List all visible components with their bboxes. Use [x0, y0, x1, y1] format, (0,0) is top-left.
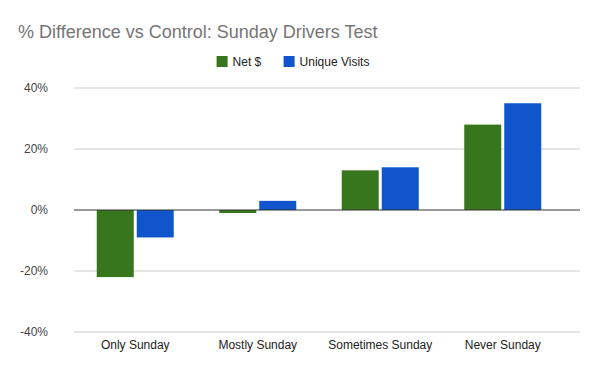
y-tick-label: -40%: [20, 325, 48, 339]
x-tick-label: Only Sunday: [101, 338, 170, 352]
title: % Difference vs Control: Sunday Drivers …: [18, 22, 377, 42]
y-tick-label: -20%: [20, 264, 48, 278]
bar: [342, 170, 379, 210]
y-tick-label: 20%: [24, 142, 48, 156]
x-tick-label: Mostly Sunday: [218, 338, 297, 352]
x-tick-label: Never Sunday: [465, 338, 541, 352]
legend: Net $ Unique Visits: [217, 55, 370, 69]
zero-line: [74, 210, 580, 211]
grid-line: [74, 332, 580, 333]
y-tick-label: 0%: [31, 203, 49, 217]
grid-line: [74, 149, 580, 150]
legend-label: Unique Visits: [300, 55, 370, 69]
bar: [382, 167, 419, 210]
bar: [137, 210, 174, 237]
bar: [504, 103, 541, 210]
chart: % Difference vs Control: Sunday Drivers …: [0, 0, 600, 371]
legend-swatch: [217, 56, 228, 67]
bar: [97, 210, 134, 277]
legend-label: Net $: [233, 55, 262, 69]
bar: [464, 125, 501, 210]
legend-swatch: [284, 56, 295, 67]
x-tick-label: Sometimes Sunday: [328, 338, 432, 352]
bar: [259, 201, 296, 210]
bars: [97, 103, 542, 277]
grid-line: [74, 88, 580, 89]
grid-line: [74, 271, 580, 272]
y-tick-label: 40%: [24, 81, 48, 95]
